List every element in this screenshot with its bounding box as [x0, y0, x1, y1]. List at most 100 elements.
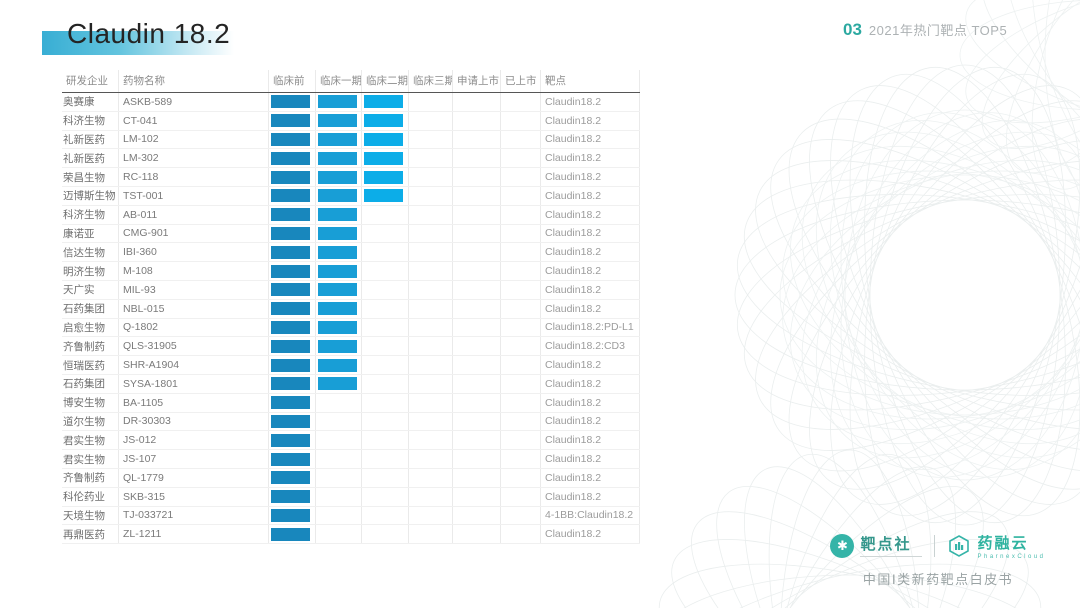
phase-cell-phase3	[408, 318, 452, 337]
table-row: 君实生物 JS-012 Claudin18.2	[62, 431, 640, 451]
phase-bar-preclinical	[271, 132, 310, 146]
phase-cell-phase1	[315, 337, 361, 356]
company-cell: 道尔生物	[63, 415, 105, 428]
phase-cell-marketed	[500, 525, 540, 544]
target-cell: Claudin18.2	[540, 205, 640, 224]
phase-bar-phase1	[318, 226, 357, 240]
company-cell: 齐鲁制药	[63, 472, 105, 485]
table-row: 天境生物 TJ-033721 4-1BB:Claudin18.2	[62, 506, 640, 526]
phase-cell-phase2	[361, 224, 408, 243]
phase-bar-preclinical	[271, 339, 310, 353]
company-cell: 科济生物	[63, 115, 105, 128]
phase-bar-preclinical	[271, 170, 310, 184]
target-cell: Claudin18.2	[540, 450, 640, 468]
table-row: 启愈生物 Q-1802 Claudin18.2:PD-L1	[62, 318, 640, 338]
phase-cell-phase3	[408, 374, 452, 393]
phase-bar-phase1	[318, 95, 357, 109]
target-cell: Claudin18.2	[540, 168, 640, 186]
table-row: 迈博斯生物 TST-001 Claudin18.2	[62, 186, 640, 206]
phase-cell-nda-filed	[452, 130, 500, 149]
badianshe-text-wrap: 靶点社	[860, 533, 923, 559]
phase-bar-preclinical	[271, 151, 310, 165]
phase-cell-preclinical	[268, 243, 315, 262]
phase-cell-phase3	[408, 412, 452, 431]
drug-cell: RC-118	[118, 168, 268, 186]
drug-cell: DR-30303	[118, 412, 268, 431]
phase-bar-phase1	[318, 132, 357, 146]
phase-bar-phase1	[318, 302, 357, 316]
phase-cell-phase1	[315, 393, 361, 412]
phase-bar-preclinical	[271, 452, 310, 466]
phase-cell-marketed	[500, 280, 540, 299]
phase-bar-preclinical	[271, 471, 310, 485]
phase-cell-preclinical	[268, 149, 315, 168]
pipeline-table: 研发企业 药物名称 临床前 临床一期 临床二期 临床三期 申请上市 已上市 靶点 奥赛康 ASKB…	[62, 70, 640, 545]
company-cell: 启愈生物	[63, 321, 105, 334]
phase-bar-preclinical	[271, 302, 310, 316]
phase-bar-phase1	[318, 114, 357, 128]
logo-divider	[934, 535, 936, 557]
badianshe-tagline-rule	[860, 556, 923, 559]
page-title: Claudin 18.2	[67, 18, 231, 49]
phase-cell-phase1	[315, 149, 361, 168]
phase-cell-preclinical	[268, 168, 315, 186]
badianshe-logo: ✱ 靶点社	[830, 533, 923, 559]
phase-cell-phase1	[315, 186, 361, 205]
phase-cell-phase3	[408, 130, 452, 149]
phase-cell-nda-filed	[452, 337, 500, 356]
column-header-phase3: 临床三期	[408, 70, 452, 92]
phase-cell-preclinical	[268, 356, 315, 374]
phase-cell-phase3	[408, 393, 452, 412]
target-cell: Claudin18.2	[540, 130, 640, 149]
phase-cell-phase2	[361, 393, 408, 412]
phase-cell-preclinical	[268, 337, 315, 356]
phase-bar-preclinical	[271, 264, 310, 278]
drug-cell: Q-1802	[118, 318, 268, 337]
phase-cell-preclinical	[268, 412, 315, 431]
phase-cell-preclinical	[268, 318, 315, 337]
phase-cell-nda-filed	[452, 393, 500, 412]
column-header-phase1: 临床一期	[315, 70, 361, 92]
drug-cell: JS-107	[118, 450, 268, 468]
phase-cell-phase2	[361, 93, 408, 111]
phase-cell-phase3	[408, 525, 452, 544]
company-cell: 天境生物	[63, 509, 105, 522]
title-accent-bar	[42, 31, 234, 55]
column-header-target: 靶点	[540, 70, 640, 92]
phase-cell-preclinical	[268, 93, 315, 111]
company-cell: 科伦药业	[63, 491, 105, 504]
phase-cell-phase3	[408, 205, 452, 224]
phase-cell-marketed	[500, 450, 540, 468]
phase-cell-nda-filed	[452, 168, 500, 186]
table-row: 天广实 MIL-93 Claudin18.2	[62, 280, 640, 300]
company-cell: 信达生物	[63, 246, 105, 259]
phase-cell-phase1	[315, 412, 361, 431]
company-cell: 石药集团	[63, 378, 105, 391]
drug-cell: M-108	[118, 262, 268, 280]
phase-cell-preclinical	[268, 487, 315, 506]
company-cell: 奥赛康	[63, 96, 95, 109]
company-cell: 天广实	[63, 284, 95, 297]
company-cell: 再鼎医药	[63, 528, 105, 541]
phase-cell-nda-filed	[452, 224, 500, 243]
badianshe-target-icon: ✱	[830, 534, 855, 558]
phase-cell-phase3	[408, 224, 452, 243]
phase-bar-preclinical	[271, 527, 310, 541]
phase-bar-phase1	[318, 339, 357, 353]
phase-cell-phase2	[361, 149, 408, 168]
phase-cell-nda-filed	[452, 412, 500, 431]
target-cell: Claudin18.2	[540, 186, 640, 205]
company-cell: 礼新医药	[63, 152, 105, 165]
phase-cell-phase1	[315, 318, 361, 337]
phase-cell-phase2	[361, 374, 408, 393]
phase-cell-marketed	[500, 468, 540, 487]
table-row: 明济生物 M-108 Claudin18.2	[62, 262, 640, 281]
phase-cell-phase2	[361, 280, 408, 299]
drug-cell: SYSA-1801	[118, 374, 268, 393]
phase-cell-marketed	[500, 393, 540, 412]
phase-cell-phase3	[408, 506, 452, 525]
phase-bar-phase2	[364, 95, 403, 109]
table-header-row: 研发企业 药物名称 临床前 临床一期 临床二期 临床三期 申请上市 已上市 靶点	[62, 70, 640, 93]
phase-cell-phase3	[408, 93, 452, 111]
phase-cell-phase1	[315, 130, 361, 149]
